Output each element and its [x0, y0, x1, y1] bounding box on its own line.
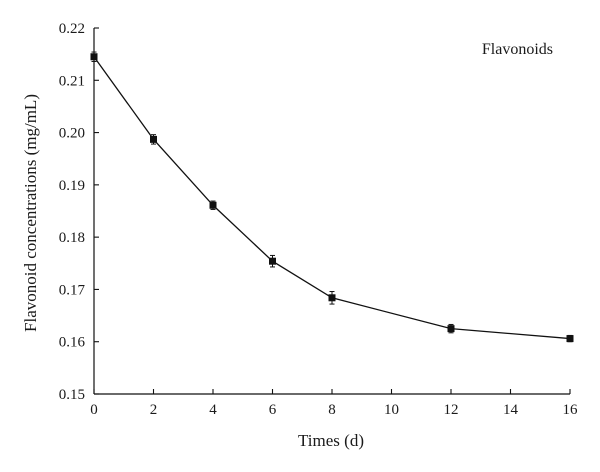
x-tick-label-10: 10 — [384, 402, 399, 418]
axes — [93, 28, 570, 395]
x-tick-label-0: 0 — [90, 402, 98, 418]
y-tick-label-0: 0.15 — [59, 387, 85, 403]
x-axis-title: Times (d) — [298, 431, 364, 450]
data-point-0 — [90, 53, 98, 61]
x-tick-label-6: 6 — [269, 402, 277, 418]
x-tick-label-16: 16 — [563, 402, 579, 418]
data-point-3 — [269, 257, 276, 265]
y-tick-label-6: 0.21 — [59, 73, 85, 89]
y-axis-title: Flavonoid concentrations (mg/mL) — [21, 94, 40, 332]
x-tick-label-14: 14 — [503, 402, 519, 418]
y-tick-label-5: 0.20 — [59, 126, 85, 142]
ticks: 0 2 4 6 8 10 12 14 16 0.15 0.16 0.17 0.18 0.19 0.20 0.2… — [59, 21, 578, 418]
data-point-2 — [209, 201, 217, 209]
y-tick-label-3: 0.18 — [59, 230, 85, 246]
data-point-5 — [447, 325, 455, 333]
legend-entry-flavonoids: Flavonoids — [482, 41, 553, 58]
series-layer — [90, 51, 574, 343]
data-point-4 — [328, 294, 336, 302]
x-tick-label-12: 12 — [444, 402, 459, 418]
data-point-6 — [566, 335, 574, 343]
y-tick-label-2: 0.17 — [59, 282, 86, 298]
y-tick-label-4: 0.19 — [59, 178, 85, 194]
x-tick-label-4: 4 — [209, 402, 217, 418]
x-tick-label-8: 8 — [328, 402, 336, 418]
data-point-1 — [150, 135, 157, 143]
x-tick-label-2: 2 — [150, 402, 158, 418]
y-tick-label-7: 0.22 — [59, 21, 85, 37]
y-tick-label-1: 0.16 — [59, 335, 86, 351]
